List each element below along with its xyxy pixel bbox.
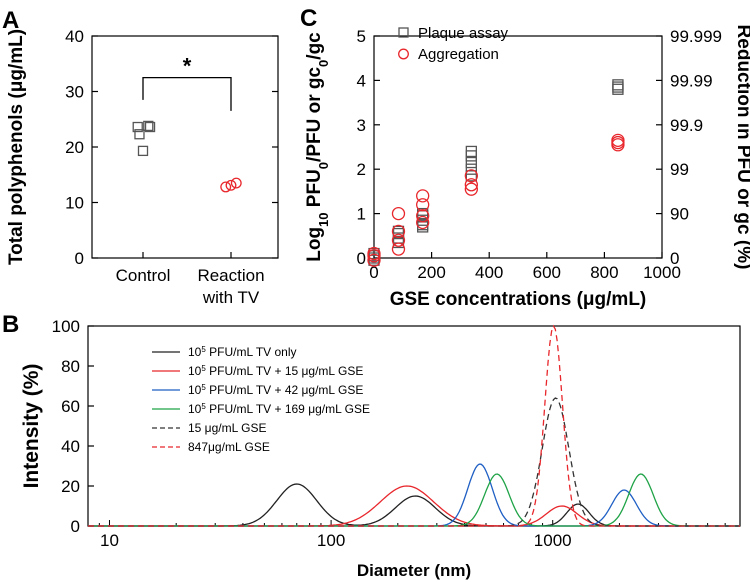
data-point-reaction <box>225 179 237 191</box>
data-point-plaque <box>465 156 477 169</box>
panel-b: 0 20 40 60 80 100 10 100 1000 Diameter (nm) Intens… <box>20 317 741 580</box>
y-tick-label: 4 <box>357 71 366 90</box>
y-tick-label: 1 <box>357 205 366 224</box>
x-tick-label: 1000 <box>534 531 572 550</box>
data-point-aggregation <box>391 233 406 247</box>
legend-label-2: 105 PFU/mL TV + 15 μg/mL GSE <box>188 364 363 379</box>
data-point-aggregation <box>416 209 430 223</box>
legend-label-plaque: Plaque assay <box>418 25 509 42</box>
y2-tick-label: 99.999 <box>670 27 722 46</box>
data-point-aggregation <box>611 133 625 147</box>
legend-label-aggregation: Aggregation <box>418 46 499 63</box>
data-point-aggregation <box>464 182 478 196</box>
y2-tick-label: 99.99 <box>670 71 713 90</box>
y2-tick-label: 99.9 <box>670 116 703 135</box>
significance-star: * <box>183 54 192 79</box>
x-tick-label: Reaction <box>197 266 264 285</box>
panel-label-c: C <box>300 5 317 32</box>
legend-label-4: 105 PFU/mL TV + 169 μg/mL GSE <box>188 402 370 417</box>
x-tick-label: 100 <box>317 531 345 550</box>
y-tick-label: 100 <box>52 317 80 336</box>
x-tick-label: 1000 <box>643 263 681 282</box>
y2-tick-label: 0 <box>670 249 679 268</box>
x-axis-title: GSE concentrations (μg/mL) <box>390 289 647 310</box>
series-line-3 <box>88 463 740 527</box>
y-axis-title: Intensity (%) <box>20 364 43 489</box>
panel-c: 0 1 2 3 4 5 0 90 99 99.9 99.99 99.999 0 200 400 600 800 1… <box>304 25 750 310</box>
x-tick-label: 400 <box>475 263 503 282</box>
data-point-aggregation <box>391 224 406 239</box>
y-tick-label: 80 <box>61 357 80 376</box>
data-point-plaque <box>392 225 405 238</box>
data-point-aggregation <box>367 253 381 267</box>
series-line-5 <box>88 397 740 527</box>
x-tick-label: 200 <box>417 263 445 282</box>
y-tick-label: 0 <box>357 249 366 268</box>
data-point-plaque <box>612 81 624 93</box>
legend-label-1: 105 PFU/mL TV only <box>188 345 297 360</box>
x-tick-label: with TV <box>202 288 260 307</box>
y-tick-label: 2 <box>357 160 366 179</box>
significance-bracket <box>142 76 232 111</box>
legend-label-6: 847μg/mL GSE <box>188 440 270 454</box>
y2-axis-title: Reduction in PFU or gc (%) <box>733 25 750 270</box>
data-point-aggregation <box>416 198 430 212</box>
panel-label-a: A <box>2 7 19 34</box>
data-point-aggregation <box>464 178 478 192</box>
data-point-reaction <box>220 181 232 193</box>
y-axis-title: Total polyphenols (μg/mL) <box>6 29 27 265</box>
data-point-control <box>144 121 156 133</box>
data-point-control <box>134 129 145 140</box>
data-point-control <box>137 145 149 157</box>
y-tick-label: 30 <box>65 83 84 102</box>
data-point-aggregation <box>416 215 430 230</box>
data-point-control <box>143 120 154 132</box>
y-tick-label: 60 <box>61 397 80 416</box>
legend-marker-plaque <box>398 27 409 38</box>
data-point-aggregation <box>391 242 406 256</box>
y2-tick-label: 99 <box>670 160 689 179</box>
y-tick-label: 20 <box>61 477 80 496</box>
panel-a: 0 10 20 30 40 Control Reaction with TV Total pol… <box>6 27 279 307</box>
legend-label-3: 105 PFU/mL TV + 42 μg/mL GSE <box>188 383 363 398</box>
data-point-aggregation <box>367 246 381 261</box>
x-axis-title: Diameter (nm) <box>357 561 471 580</box>
y-axis-title: Log10 PFU0/PFU or gc0/gc <box>304 32 331 262</box>
data-point-plaque <box>465 145 477 158</box>
y-tick-label: 10 <box>65 194 84 213</box>
legend-marker-aggregation <box>398 48 409 60</box>
series-line-1 <box>88 483 740 527</box>
data-point-aggregation <box>416 189 430 203</box>
y-tick-label: 0 <box>71 517 80 536</box>
data-point-control <box>132 121 143 133</box>
panel-label-b: B <box>2 311 19 338</box>
data-point-plaque <box>465 163 477 175</box>
y2-tick-label: 90 <box>670 205 689 224</box>
y-tick-label: 20 <box>65 138 84 157</box>
data-point-plaque <box>368 254 380 266</box>
x-tick-label: 0 <box>369 263 378 282</box>
legend-label-5: 15 μg/mL GSE <box>188 421 267 435</box>
x-tick-label: Control <box>116 266 171 285</box>
series-line-6 <box>88 324 740 527</box>
data-point-aggregation <box>611 138 625 152</box>
data-point-plaque <box>465 170 477 182</box>
y-tick-label: 40 <box>65 27 84 46</box>
data-point-aggregation <box>464 169 478 183</box>
plot-frame <box>373 35 663 259</box>
y-tick-label: 0 <box>75 249 84 268</box>
y-tick-label: 3 <box>357 116 366 135</box>
x-tick-label: 10 <box>100 531 119 550</box>
y-tick-label: 5 <box>357 27 366 46</box>
y-tick-label: 40 <box>61 437 80 456</box>
data-point-reaction <box>230 177 242 189</box>
series-line-4 <box>88 473 740 527</box>
x-tick-label: 800 <box>590 263 618 282</box>
series-line-2 <box>88 485 740 527</box>
data-point-aggregation <box>391 206 406 221</box>
x-tick-label: 600 <box>533 263 561 282</box>
